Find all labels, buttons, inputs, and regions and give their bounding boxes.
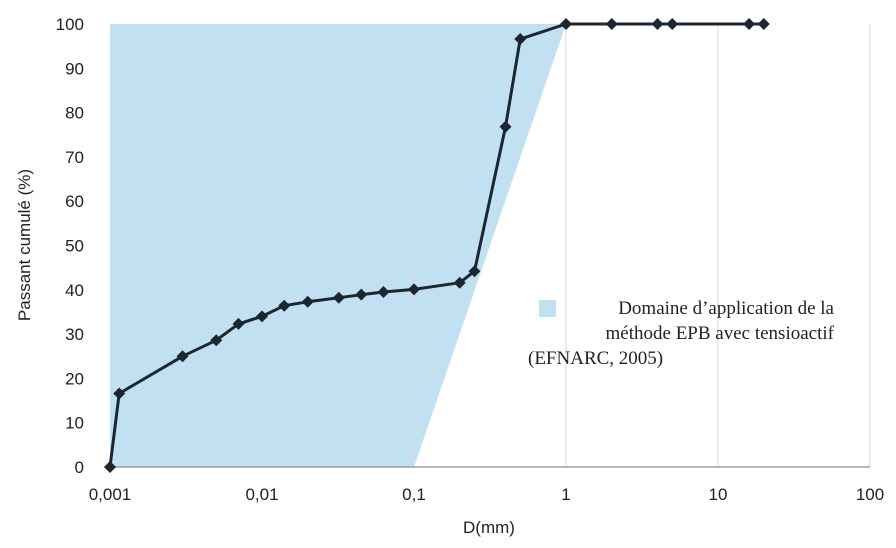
- data-point: [355, 288, 368, 301]
- y-tick-label: 100: [56, 15, 84, 34]
- data-point: [666, 18, 679, 30]
- data-point: [651, 18, 664, 30]
- data-point: [176, 350, 189, 363]
- y-tick-label: 80: [65, 104, 84, 123]
- data-point: [113, 387, 126, 400]
- data-point: [104, 461, 116, 473]
- legend-swatch: [539, 300, 556, 317]
- x-tick-label: 0,1: [402, 485, 426, 504]
- y-tick-label: 10: [65, 414, 84, 433]
- y-tick-label: 50: [65, 237, 84, 256]
- x-axis-title: D(mm): [463, 518, 515, 537]
- gridlines: [261, 24, 871, 467]
- legend: Domaine d’application de la méthode EPB …: [528, 298, 835, 369]
- tick-labels: 0,001 0,01 0,1 1 10 100 0 10 20 30 40 50 60 70 80 90 100: [56, 15, 885, 504]
- x-tick-label: 0,01: [245, 485, 278, 504]
- data-point: [377, 286, 390, 299]
- y-tick-label: 20: [65, 369, 84, 388]
- y-axis-title: Passant cumulé (%): [15, 169, 34, 321]
- application-domain-region: [110, 24, 566, 467]
- data-point: [757, 18, 770, 30]
- data-point: [408, 283, 420, 296]
- data-point: [453, 276, 466, 289]
- data-point: [468, 265, 481, 278]
- x-tick-label: 10: [709, 485, 728, 504]
- legend-label-line-3: (EFNARC, 2005): [528, 348, 663, 369]
- x-tick-label: 100: [856, 485, 884, 504]
- data-point: [232, 317, 245, 330]
- y-tick-label: 0: [75, 458, 84, 477]
- series-line: [108, 22, 764, 468]
- series-layer: [104, 18, 770, 473]
- data-point: [256, 310, 268, 323]
- y-tick-label: 40: [65, 281, 84, 300]
- data-point: [499, 120, 512, 133]
- data-point: [743, 18, 756, 30]
- y-tick-label: 70: [65, 148, 84, 167]
- legend-label-line-1: Domaine d’application de la: [618, 298, 834, 319]
- y-tick-label: 30: [65, 325, 84, 344]
- data-point: [605, 18, 618, 30]
- data-point: [278, 299, 291, 312]
- data-point: [560, 18, 572, 30]
- x-tick-label: 1: [561, 485, 570, 504]
- y-tick-label: 60: [65, 192, 84, 211]
- shaded-region-layer: [110, 24, 566, 467]
- x-tick-label: 0,001: [89, 485, 132, 504]
- legend-label-line-2: méthode EPB avec tensioactif: [606, 323, 835, 344]
- data-point: [514, 33, 527, 46]
- y-tick-label: 90: [65, 59, 84, 78]
- data-point: [332, 291, 345, 304]
- data-point: [210, 334, 223, 347]
- data-point: [301, 295, 314, 308]
